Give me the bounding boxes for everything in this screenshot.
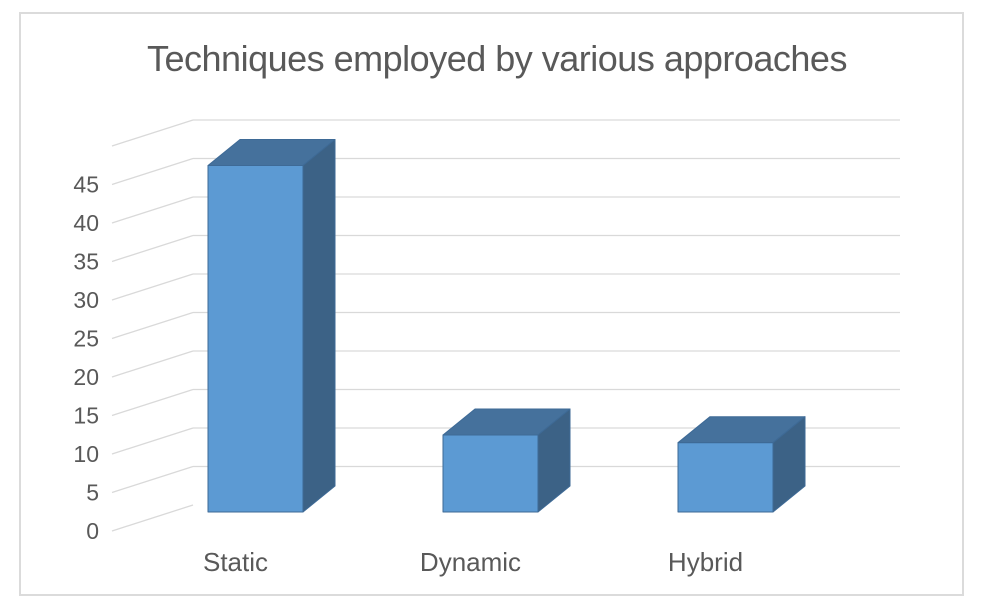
category-axis-labels: Static Dynamic Hybrid (203, 547, 743, 577)
gridline-slant (111, 196, 194, 224)
gridline-slant (111, 234, 194, 263)
y-axis-tick-label: 25 (73, 326, 99, 352)
chart-title: Techniques employed by various approache… (147, 38, 847, 79)
gridline-slant (111, 311, 194, 340)
y-axis-tick-label: 0 (86, 518, 99, 544)
bar-side-face (302, 139, 336, 513)
bars (207, 139, 806, 513)
y-axis-tick-label: 40 (73, 210, 99, 236)
y-axis-tick-labels: 0 5 10 15 20 25 30 35 40 45 (73, 172, 99, 545)
category-label-static: Static (203, 547, 268, 577)
bar-front-face (207, 165, 304, 513)
gridline-slant (111, 350, 194, 378)
bar-hybrid (677, 416, 806, 513)
gridline-slant (111, 157, 194, 186)
y-axis-tick-label: 20 (73, 364, 99, 390)
y-axis-tick-label: 35 (73, 249, 99, 275)
gridline-slant (111, 465, 194, 494)
bar-dynamic (442, 408, 571, 513)
bar-static (207, 139, 336, 513)
gridline-slant (111, 427, 194, 455)
bar-front-face (677, 442, 774, 513)
category-label-dynamic: Dynamic (420, 547, 521, 577)
gridline-slant (111, 504, 194, 532)
y-axis-tick-label: 15 (73, 403, 99, 429)
gridline-slant (111, 388, 194, 417)
y-axis-tick-label: 5 (86, 480, 99, 506)
gridline-slant (111, 273, 194, 301)
gridline-slant (111, 119, 194, 147)
category-label-hybrid: Hybrid (668, 547, 743, 577)
y-axis-tick-label: 45 (73, 172, 99, 198)
y-axis-tick-label: 30 (73, 287, 99, 313)
y-axis-tick-label: 10 (73, 441, 99, 467)
bar-front-face (442, 434, 539, 513)
